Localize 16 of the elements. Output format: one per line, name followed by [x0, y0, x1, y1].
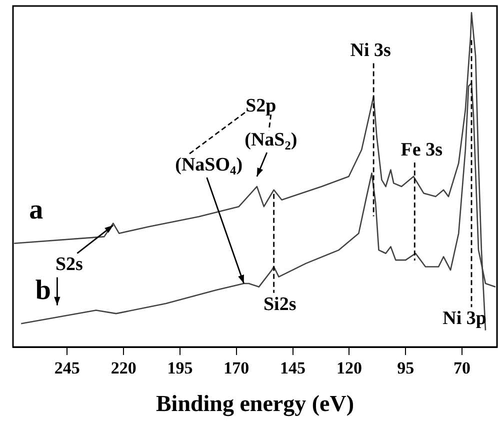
series-label: a	[29, 194, 44, 226]
x-tick-label: 170	[224, 358, 250, 378]
x-axis-title: Binding energy (eV)	[156, 391, 354, 418]
x-tick-label: 145	[280, 358, 306, 378]
annotation: Fe 3s	[400, 139, 442, 160]
x-tick-label: 95	[397, 358, 414, 378]
annotation: S2p	[246, 95, 276, 116]
x-tick-label: 220	[110, 358, 136, 378]
x-tick-label: 195	[167, 358, 193, 378]
annotation: Ni 3s	[350, 40, 391, 62]
annotation: S2s	[55, 254, 83, 276]
x-tick-label: 70	[454, 358, 471, 378]
annotation: Si2s	[263, 294, 296, 315]
x-tick-label: 245	[54, 358, 80, 378]
x-tick-label: 120	[336, 358, 362, 378]
series-label: b	[35, 274, 51, 306]
